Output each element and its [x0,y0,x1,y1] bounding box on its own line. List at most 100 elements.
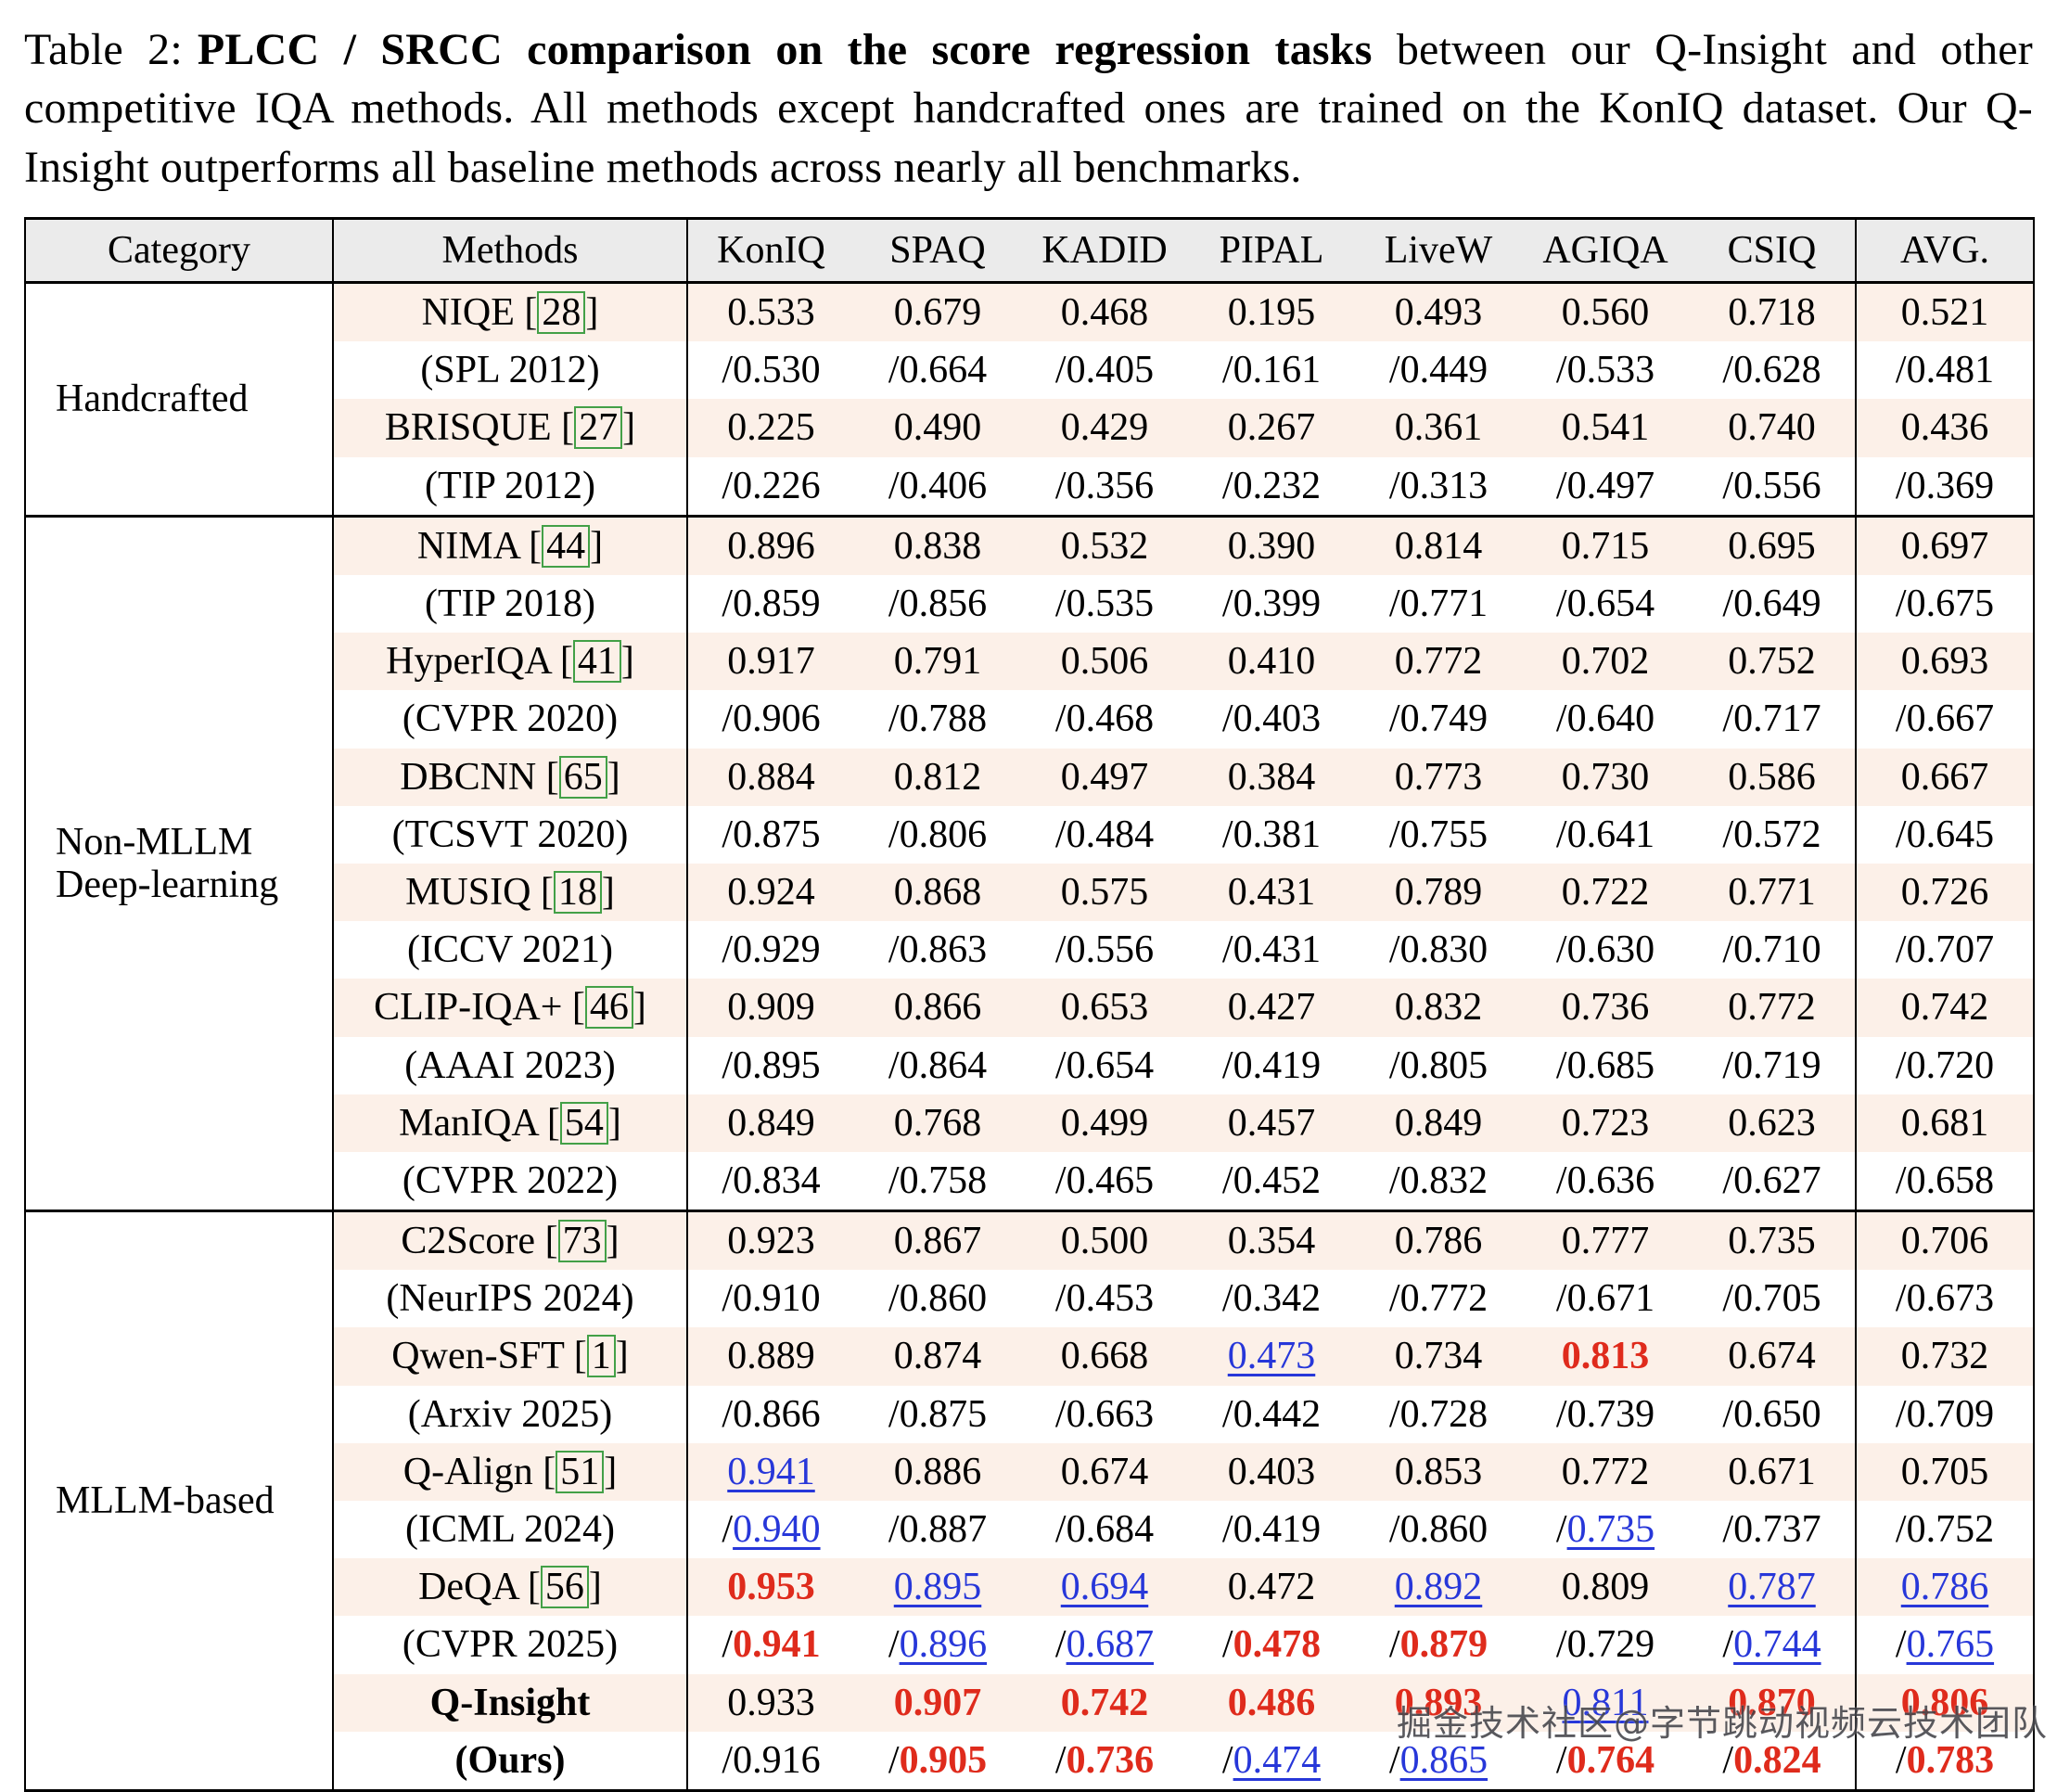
plcc-value-cell: 0.742 [1021,1674,1188,1732]
metric-value: 0.449 [1399,349,1488,392]
metric-value: 0.752 [1728,640,1816,684]
metric-value: 0.500 [1060,1220,1149,1263]
metric-value: 0.685 [1566,1043,1655,1087]
citation-link[interactable]: 1 [586,1335,616,1378]
plcc-value-cell: 0.853 [1355,1443,1522,1501]
plcc-value-cell: 0.486 [1188,1674,1355,1732]
srcc-value-cell: /0.481 [1855,341,2034,400]
citation-link[interactable]: 44 [542,524,591,568]
srcc-value-cell: /0.863 [854,921,1021,979]
srcc-value-cell: /0.556 [1689,457,1856,517]
metric-value: 0.390 [1227,524,1316,568]
citation-link[interactable]: 27 [574,406,623,450]
srcc-row-musiq: (ICCV 2021)/0.929/0.863/0.556/0.431/0.83… [25,921,2034,979]
metric-value: 0.771 [1399,582,1488,626]
metric-value: 0.830 [1399,928,1488,972]
plcc-row-clipiqa: CLIP-IQA+ [46] 0.909 0.866 0.653 0.427 0.832 0… [25,979,2034,1037]
metric-value: 0.369 [1906,464,1995,507]
citation-link[interactable]: 46 [584,986,633,1030]
metric-value: 0.740 [1728,406,1816,450]
srcc-value-cell: /0.834 [687,1152,854,1211]
plcc-value-cell: 0.493 [1355,283,1522,342]
slash-separator: / [722,1623,734,1667]
second-best-value: 0.895 [893,1566,982,1609]
metric-value: 0.875 [899,1392,988,1436]
metric-value: 0.786 [1394,1220,1483,1263]
slash-separator: / [1722,1738,1734,1782]
method-name-cell-niqe: NIQE [28] [333,282,688,342]
citation-link[interactable]: 56 [540,1566,589,1609]
srcc-value-cell: /0.895 [687,1037,854,1094]
metric-value: 0.758 [899,1158,988,1202]
metric-value: 0.427 [1227,986,1316,1030]
metric-value: 0.895 [733,1043,821,1087]
citation-link[interactable]: 73 [557,1220,607,1263]
citation-link[interactable]: 54 [559,1101,608,1145]
srcc-value-cell: /0.399 [1188,575,1355,633]
metric-value: 0.718 [1728,291,1816,335]
plcc-value-cell: 0.361 [1355,399,1522,456]
plcc-row-maniqa: ManIQA [54] 0.849 0.768 0.499 0.457 0.849 0.72… [25,1094,2034,1152]
metric-value: 0.533 [1566,349,1655,392]
srcc-value-cell: /0.640 [1522,690,1689,748]
column-header-csiq: CSIQ [1689,218,1856,285]
citation-link[interactable]: 18 [553,870,602,914]
metric-value: 0.834 [733,1158,821,1202]
srcc-value-cell: /0.671 [1522,1270,1689,1327]
metric-value: 0.838 [893,524,982,568]
second-best-value: 0.941 [727,1450,815,1493]
metric-value: 0.457 [1227,1101,1316,1145]
column-header-category: Category [25,218,334,285]
srcc-value-cell: /0.735 [1522,1501,1689,1558]
metric-value: 0.675 [1906,582,1995,626]
slash-separator: / [1388,928,1400,972]
srcc-value-cell: /0.664 [854,341,1021,399]
srcc-value-cell: /0.739 [1522,1386,1689,1443]
method-name-cell-nima: NIMA [44] [333,514,688,576]
citation-link[interactable]: 51 [556,1450,605,1493]
citation-link[interactable]: 41 [572,640,621,684]
srcc-value-cell: /0.474 [1188,1732,1355,1791]
srcc-value-cell: /0.533 [1522,341,1689,399]
slash-separator: / [1555,698,1567,741]
metric-value: 0.728 [1399,1392,1488,1436]
method-venue-cell-nima: (TIP 2018) [333,575,688,634]
best-value: 0.806 [1900,1681,1989,1724]
metric-value: 0.499 [1060,1101,1149,1145]
plcc-value-cell: 0.866 [854,979,1021,1036]
plcc-value-cell: 0.923 [687,1210,854,1271]
plcc-value-cell: 0.681 [1855,1094,2034,1152]
srcc-value-cell: /0.356 [1021,457,1188,517]
plcc-value-cell: 0.499 [1021,1094,1188,1152]
slash-separator: / [1221,928,1233,972]
best-value: 0.907 [893,1681,982,1724]
plcc-value-cell: 0.653 [1021,979,1188,1036]
citation-link[interactable]: 28 [537,291,586,335]
second-best-value: 0.694 [1060,1566,1149,1609]
plcc-value-cell: 0.541 [1522,399,1689,456]
slash-separator: / [1895,698,1907,741]
plcc-value-cell: 0.726 [1855,863,2034,922]
citation-link[interactable]: 65 [558,755,607,799]
plcc-value-cell: 0.867 [854,1210,1021,1271]
srcc-value-cell: /0.649 [1689,575,1856,633]
slash-separator: / [1388,1738,1400,1782]
srcc-value-cell: /0.860 [1355,1501,1522,1558]
slash-separator: / [1221,1738,1233,1782]
slash-separator: / [1388,582,1400,626]
metric-value: 0.814 [1394,524,1483,568]
srcc-row-deqa: (CVPR 2025)/0.941/0.896/0.687/0.478/0.87… [25,1616,2034,1674]
metric-value: 0.729 [1566,1623,1655,1667]
slash-separator: / [1054,1392,1067,1436]
slash-separator: / [1555,1623,1567,1667]
metric-value: 0.630 [1566,928,1655,972]
plcc-value-cell: 0.771 [1689,864,1856,921]
slash-separator: / [1555,813,1567,856]
second-best-value: 0.892 [1394,1566,1483,1609]
slash-separator: / [1895,464,1907,507]
plcc-value-cell: 0.772 [1355,633,1522,690]
metric-value: 0.866 [733,1392,821,1436]
plcc-value-cell: 0.575 [1021,864,1188,921]
srcc-value-cell: /0.749 [1355,690,1522,748]
plcc-value-cell: 0.429 [1021,399,1188,456]
